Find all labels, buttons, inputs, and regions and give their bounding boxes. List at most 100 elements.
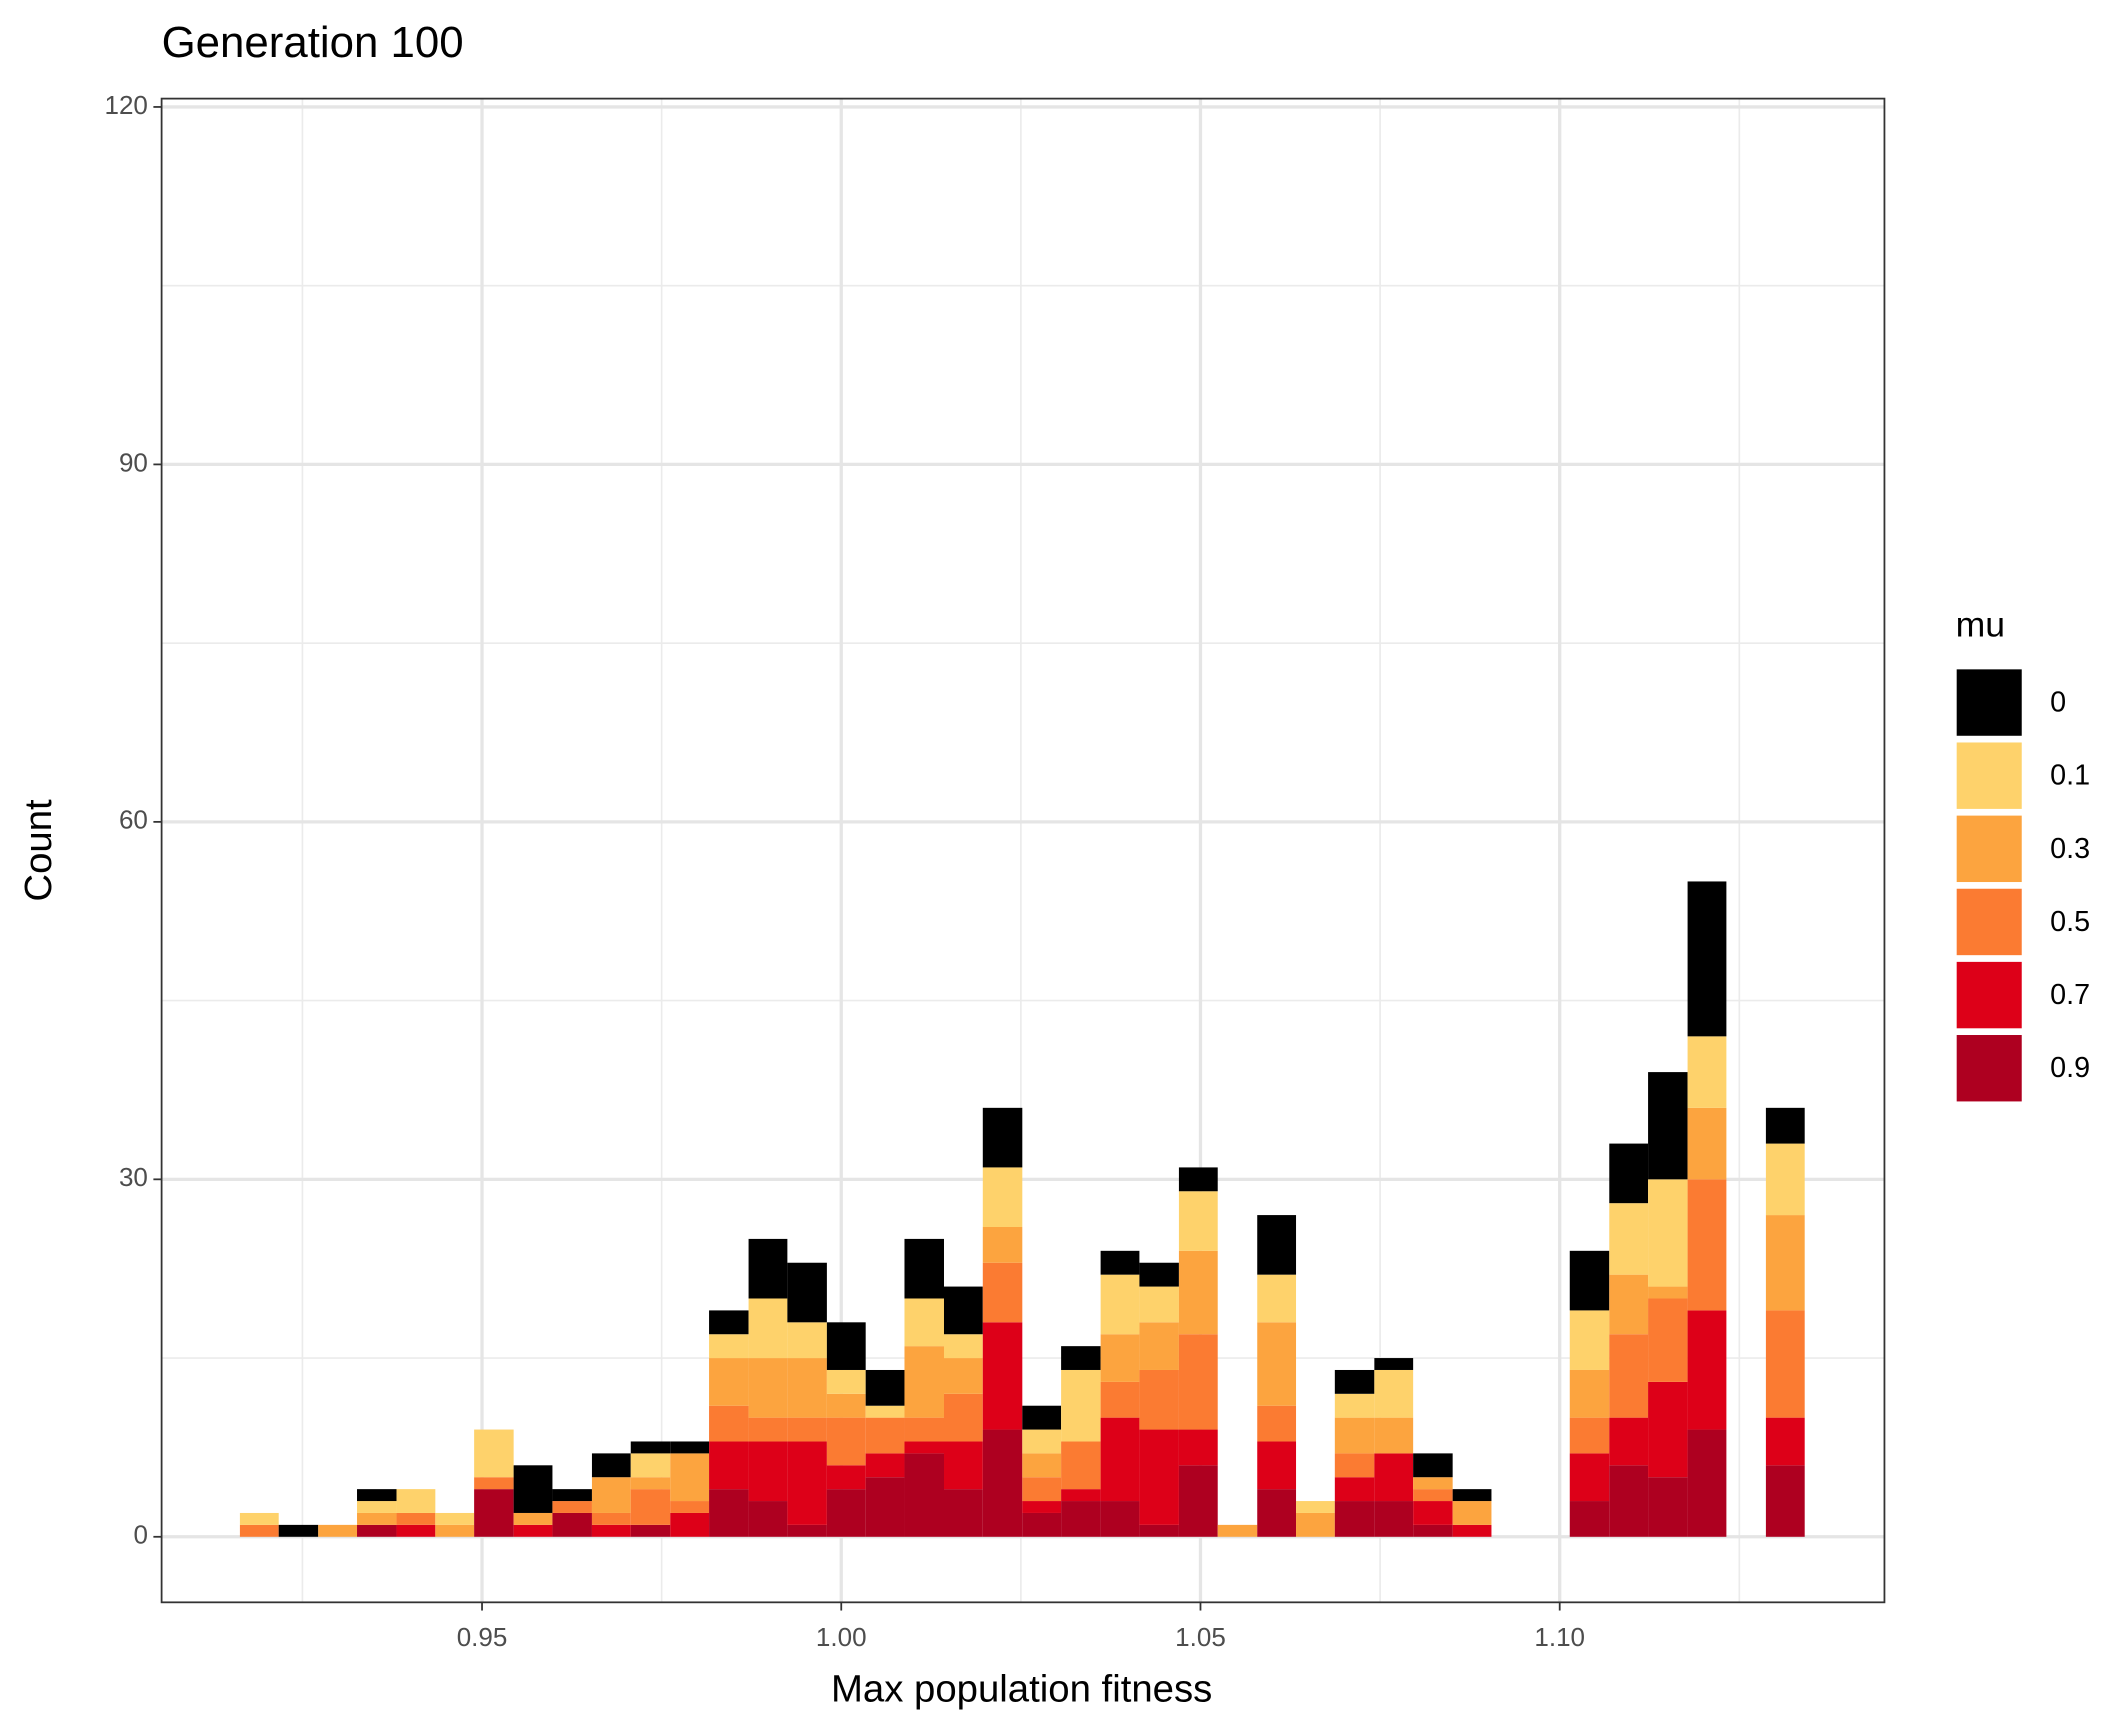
legend-label: 0.3 <box>2050 833 2090 865</box>
legend-key <box>1954 667 2024 738</box>
bar-segment <box>826 1322 866 1370</box>
legend-key <box>1954 813 2024 885</box>
bar-segment <box>239 1524 279 1537</box>
bar-segment <box>1334 1369 1375 1394</box>
bar-segment <box>904 1298 944 1347</box>
bar-segment <box>318 1524 358 1537</box>
bar-segment <box>1178 1334 1218 1430</box>
bar-segment <box>709 1310 749 1335</box>
bar-segment <box>865 1405 905 1418</box>
bar-segment <box>630 1477 671 1490</box>
bar-segment <box>787 1417 827 1442</box>
bar-segment <box>670 1512 710 1537</box>
bar-segment <box>1452 1524 1492 1537</box>
bar-segment <box>748 1417 788 1442</box>
bar-segment <box>513 1524 553 1537</box>
bar-segment <box>1022 1429 1062 1454</box>
bar-segment <box>943 1441 983 1490</box>
bar-segment <box>904 1453 944 1537</box>
bar-segment <box>826 1369 866 1394</box>
bar-segment <box>1139 1286 1179 1323</box>
bar-segment <box>1100 1381 1140 1418</box>
bar-segment <box>1178 1429 1218 1466</box>
bar-segment <box>1100 1274 1140 1335</box>
bar-segment <box>1687 1310 1727 1430</box>
bar-segment <box>904 1441 944 1454</box>
bar-segment <box>1413 1489 1453 1502</box>
legend-key <box>1954 886 2024 958</box>
bar-segment <box>1413 1453 1453 1478</box>
bar-segment <box>1765 1310 1805 1418</box>
bar-segment <box>1569 1310 1610 1370</box>
x-tick-label: 1.00 <box>816 1622 867 1652</box>
legend-key <box>1954 959 2024 1031</box>
bar-segment <box>1022 1453 1062 1478</box>
bar-segment <box>1061 1501 1101 1537</box>
bar-segment <box>982 1262 1023 1323</box>
bar-segment <box>1178 1250 1218 1335</box>
bar-segment <box>1648 1072 1688 1180</box>
bar-segment <box>1648 1286 1688 1299</box>
bar-segment <box>552 1512 592 1537</box>
bar-segment <box>904 1417 944 1442</box>
bar-segment <box>1061 1441 1101 1490</box>
bar-segment <box>1687 1036 1727 1108</box>
bar-segment <box>709 1334 749 1359</box>
bar-segment <box>396 1489 436 1513</box>
legend-label: 0.1 <box>2050 760 2090 792</box>
bar-segment <box>396 1524 436 1537</box>
bar-segment <box>865 1453 905 1478</box>
bar-segment <box>748 1441 788 1502</box>
bar-segment <box>1687 881 1727 1037</box>
bar-segment <box>1296 1501 1335 1513</box>
x-tick-label: 0.95 <box>457 1622 508 1652</box>
bar-segment <box>1765 1143 1805 1216</box>
bar-segment <box>1687 1107 1727 1180</box>
bar-segment <box>1648 1477 1688 1537</box>
bar-segment <box>1100 1417 1140 1502</box>
bar-segment <box>826 1465 866 1490</box>
bar-segment <box>748 1238 788 1299</box>
bar-segment <box>1100 1250 1140 1275</box>
bar-segment <box>1022 1512 1062 1537</box>
bar-segment <box>1257 1405 1297 1442</box>
bar-segment <box>1100 1501 1140 1537</box>
bar-segment <box>904 1238 944 1299</box>
y-tick-label: 30 <box>119 1162 148 1192</box>
bar-segment <box>787 1358 827 1418</box>
bar-segment <box>1334 1417 1375 1454</box>
bar-segment <box>748 1298 788 1359</box>
panel-border <box>160 97 1886 1604</box>
bar-segment <box>552 1501 592 1513</box>
bar-segment <box>709 1358 749 1406</box>
bar-segment <box>1257 1441 1297 1490</box>
bar-segment <box>1569 1501 1610 1537</box>
bar-segment <box>1765 1417 1805 1466</box>
bar-segment <box>591 1524 631 1537</box>
bar-segment <box>474 1489 514 1537</box>
bar-segment <box>357 1512 397 1525</box>
bar-segment <box>943 1358 983 1394</box>
bar-segment <box>787 1441 827 1525</box>
x-tick-label: 1.10 <box>1534 1622 1585 1652</box>
legend-label: 0 <box>2050 687 2066 719</box>
bar-segment <box>865 1477 905 1537</box>
bar-segment <box>1569 1417 1610 1454</box>
bar-segment <box>982 1322 1023 1430</box>
bar-segment <box>787 1524 827 1537</box>
bar-segment <box>1452 1501 1492 1525</box>
bar-segment <box>474 1429 514 1478</box>
bar-segment <box>982 1226 1023 1263</box>
chart-title: Generation 100 <box>162 18 464 67</box>
bar-segment <box>787 1262 827 1323</box>
bar-segment <box>1217 1524 1258 1537</box>
bar-segment <box>1569 1369 1610 1418</box>
bar-segment <box>748 1501 788 1537</box>
bar-segment <box>1765 1215 1805 1311</box>
bar-segment <box>1609 1143 1649 1204</box>
bar-segment <box>1334 1477 1375 1502</box>
bar-segment <box>1257 1274 1297 1323</box>
y-tick-label: 90 <box>119 447 148 477</box>
